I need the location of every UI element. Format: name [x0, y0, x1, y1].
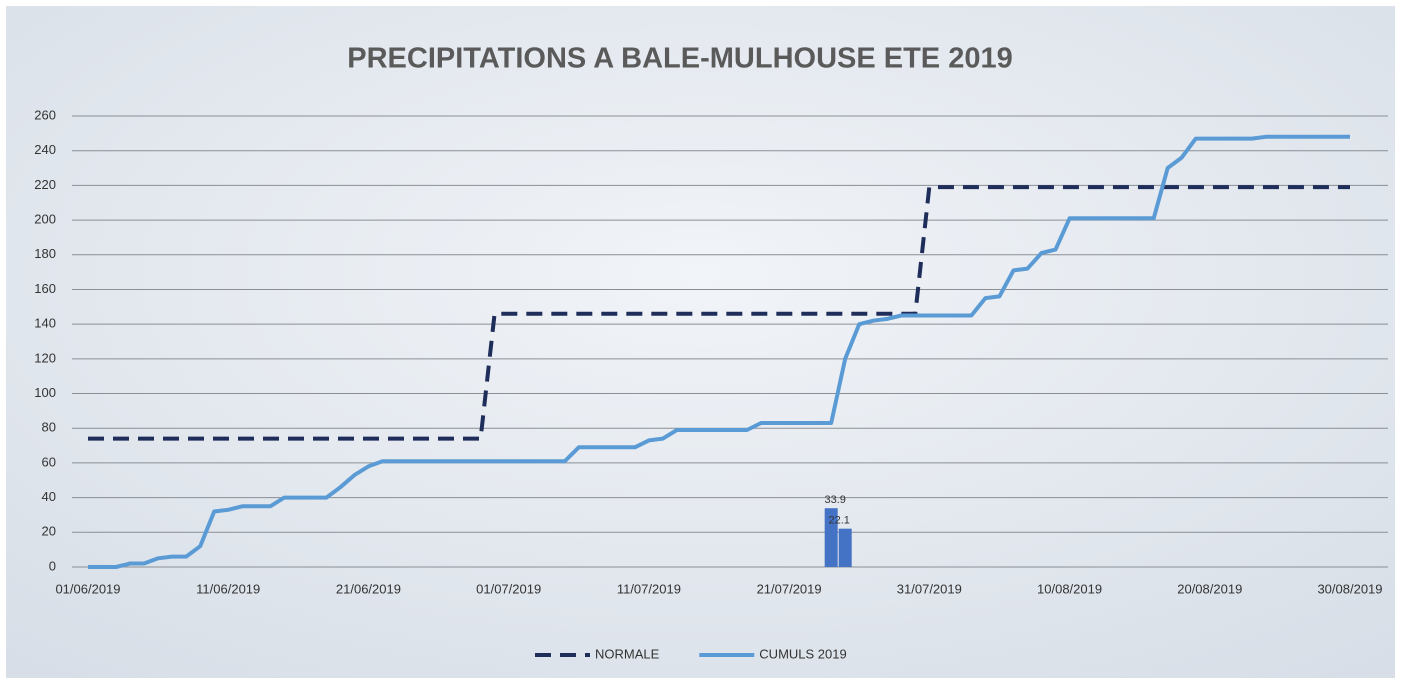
x-tick-label: 11/07/2019: [617, 581, 681, 596]
y-tick-label: 240: [34, 142, 56, 157]
x-tick-label: 01/06/2019: [55, 581, 120, 596]
x-tick-label: 01/07/2019: [476, 581, 541, 596]
x-tick-label: 31/07/2019: [897, 581, 962, 596]
bar: [824, 508, 838, 567]
background: [6, 6, 1395, 678]
x-tick-label: 21/07/2019: [757, 581, 822, 596]
y-tick-label: 220: [34, 177, 56, 192]
y-tick-label: 0: [49, 558, 56, 573]
y-tick-label: 160: [34, 281, 56, 296]
y-tick-label: 100: [34, 385, 56, 400]
x-tick-label: 11/06/2019: [196, 581, 260, 596]
y-tick-label: 80: [42, 420, 56, 435]
line-series: [88, 134, 1350, 569]
x-tick-label: 20/08/2019: [1177, 581, 1242, 596]
y-tick-label: 180: [34, 246, 56, 261]
x-tick-label: 30/08/2019: [1317, 581, 1382, 596]
y-tick-label: 140: [34, 316, 56, 331]
line-series: [88, 185, 1350, 441]
y-tick-label: 20: [42, 524, 56, 539]
bar-label: 22.1: [828, 515, 849, 527]
legend-label: CUMULS 2019: [759, 646, 846, 661]
y-tick-label: 60: [42, 454, 56, 469]
bar: [838, 528, 852, 567]
x-tick-label: 21/06/2019: [336, 581, 401, 596]
y-tick-label: 200: [34, 212, 56, 227]
chart-title: PRECIPITATIONS A BALE-MULHOUSE ETE 2019: [347, 43, 1012, 75]
y-tick-label: 120: [34, 350, 56, 365]
y-tick-label: 260: [34, 107, 56, 122]
bar-label: 33.9: [824, 494, 845, 506]
x-tick-label: 10/08/2019: [1037, 581, 1102, 596]
legend-label: NORMALE: [595, 646, 660, 661]
y-tick-label: 40: [42, 489, 56, 504]
